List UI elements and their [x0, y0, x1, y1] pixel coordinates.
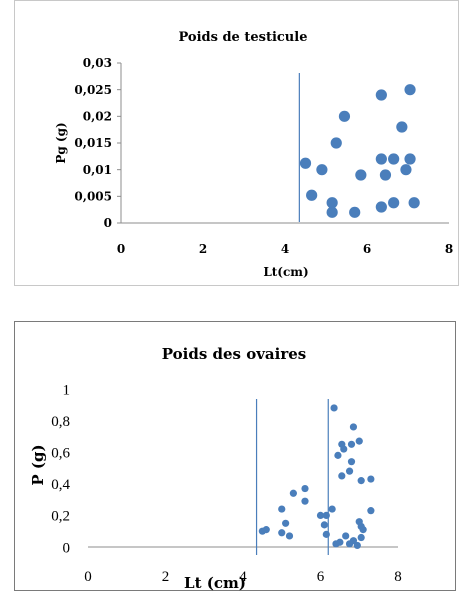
data-point	[400, 164, 412, 176]
data-point	[379, 169, 392, 181]
data-point	[353, 541, 361, 550]
data-point	[334, 451, 342, 459]
data-point	[278, 505, 286, 513]
data-point	[359, 526, 367, 534]
data-point	[347, 458, 356, 466]
y-tick-label: 0,6	[51, 445, 70, 461]
data-point	[282, 519, 290, 527]
data-point	[338, 472, 346, 480]
y-tick-label: 0,8	[51, 414, 70, 430]
data-point	[322, 530, 330, 538]
y-tick-label: 0,005	[74, 190, 112, 204]
ovary-weight-plot: Poids des ovaires 0 0,2 0,4 0,6 0,8 1 0 2 4 6 8 Lt (…	[29, 345, 402, 591]
data-point	[278, 529, 286, 537]
data-point	[326, 197, 338, 209]
testicle-weight-plot: Poids de testicule 0 0,005 0,01 0,015 0,02 0,0…	[54, 30, 453, 279]
y-tick-label: 0,01	[83, 163, 112, 177]
data-point	[316, 511, 325, 519]
data-point	[355, 437, 363, 445]
data-point	[301, 497, 309, 505]
y-axis-title: P (g)	[29, 444, 47, 485]
data-point	[330, 137, 342, 149]
data-point	[306, 189, 318, 201]
data-point	[345, 467, 354, 475]
chart-title: Poids de testicule	[179, 30, 308, 45]
x-axis-title: Lt (cm)	[184, 574, 246, 591]
data-point	[357, 477, 365, 485]
data-point	[340, 445, 348, 453]
y-tick-label: 0	[104, 216, 112, 230]
data-point	[357, 533, 365, 542]
data-point	[349, 423, 358, 431]
data-point	[347, 440, 356, 448]
ovary-weight-chart: Poids des ovaires 0 0,2 0,4 0,6 0,8 1 0 2 4 6 8 Lt (…	[14, 321, 456, 591]
data-point	[289, 489, 297, 497]
y-tick-label: 0,03	[83, 56, 112, 70]
data-point	[320, 521, 328, 529]
data-point	[349, 206, 361, 218]
x-tick-label: 0	[117, 242, 125, 256]
y-tick-label: 1	[63, 382, 71, 398]
data-point	[388, 153, 400, 165]
data-point	[355, 169, 367, 181]
x-tick-label: 6	[363, 242, 371, 256]
data-point	[330, 404, 338, 412]
data-point	[408, 197, 420, 209]
data-point	[396, 121, 408, 133]
x-tick-label: 4	[239, 569, 247, 585]
y-tick-label: 0,2	[51, 509, 70, 525]
y-tick-label: 0,02	[83, 110, 112, 124]
x-tick-label: 0	[84, 569, 92, 585]
x-tick-label: 8	[445, 242, 453, 256]
data-point	[301, 484, 309, 493]
y-tick-label: 0,015	[74, 136, 112, 150]
data-point	[326, 206, 338, 218]
data-point	[404, 153, 416, 165]
x-tick-label: 8	[394, 569, 402, 585]
data-point	[375, 89, 387, 101]
data-point	[367, 475, 375, 483]
data-point	[336, 538, 344, 546]
data-point	[375, 153, 387, 165]
x-tick-label: 4	[281, 242, 289, 256]
data-point	[322, 511, 330, 519]
y-axis-title: Pg (g)	[54, 122, 68, 163]
y-tick-label: 0,4	[51, 477, 70, 493]
x-axis-title: Lt(cm)	[263, 265, 308, 279]
data-point	[285, 532, 294, 540]
x-tick-label: 2	[162, 569, 170, 585]
y-tick-label: 0	[63, 540, 71, 556]
data-point	[388, 197, 400, 209]
data-point	[367, 507, 375, 515]
data-point	[262, 526, 270, 534]
data-point	[404, 84, 416, 96]
data-point	[342, 532, 350, 540]
y-tick-label: 0,025	[74, 83, 112, 97]
data-point	[299, 157, 312, 169]
data-point	[328, 505, 336, 513]
data-point	[338, 110, 351, 122]
x-tick-label: 2	[199, 242, 207, 256]
x-tick-label: 6	[317, 569, 325, 585]
chart-title: Poids des ovaires	[162, 345, 306, 363]
testicle-weight-chart: Poids de testicule 0 0,005 0,01 0,015 0,02 0,0…	[14, 0, 459, 286]
data-point	[375, 201, 387, 213]
data-point	[316, 164, 328, 176]
